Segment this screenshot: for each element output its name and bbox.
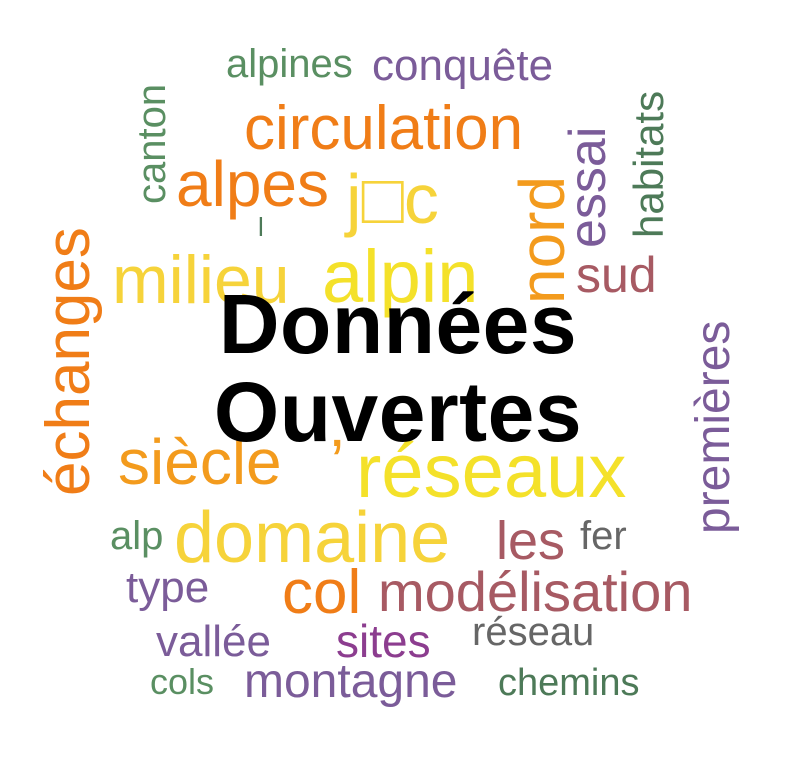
- word-reseaux: réseaux: [356, 429, 627, 514]
- word-jc: j□c: [346, 160, 439, 238]
- word-small-mark: l: [258, 212, 264, 242]
- word-apostrophe: ’: [330, 426, 345, 498]
- word-circulation: circulation: [244, 94, 524, 163]
- word-habitats: habitats: [625, 90, 672, 238]
- word-siecle: siècle: [118, 426, 282, 498]
- word-milieu: milieu: [112, 242, 290, 318]
- overlay-title-line-2: Ouvertes: [213, 365, 583, 459]
- overlay-title: Données Ouvertes: [0, 280, 796, 456]
- word-chemins: chemins: [498, 662, 640, 704]
- word-domaine: domaine: [174, 498, 451, 578]
- word-reseau: réseau: [472, 610, 595, 654]
- word-cols: cols: [150, 661, 215, 702]
- word-alpin: alpin: [322, 235, 479, 318]
- word-modelisation: modélisation: [378, 560, 693, 623]
- word-montagne: montagne: [244, 655, 458, 708]
- word-canton: canton: [130, 83, 174, 204]
- word-les: les: [496, 511, 566, 571]
- word-type: type: [126, 563, 210, 612]
- word-alpes: alpes: [176, 148, 329, 220]
- word-sud: sud: [576, 247, 657, 303]
- word-sites: sites: [336, 615, 431, 667]
- word-conquete: conquête: [372, 41, 554, 90]
- overlay-title-line-1: Données: [218, 277, 578, 371]
- word-vallee: vallée: [156, 617, 271, 666]
- word-alpines: alpines: [226, 42, 353, 86]
- word-fer: fer: [580, 514, 627, 558]
- word-alp: alp: [110, 514, 164, 558]
- word-col: col: [282, 558, 362, 627]
